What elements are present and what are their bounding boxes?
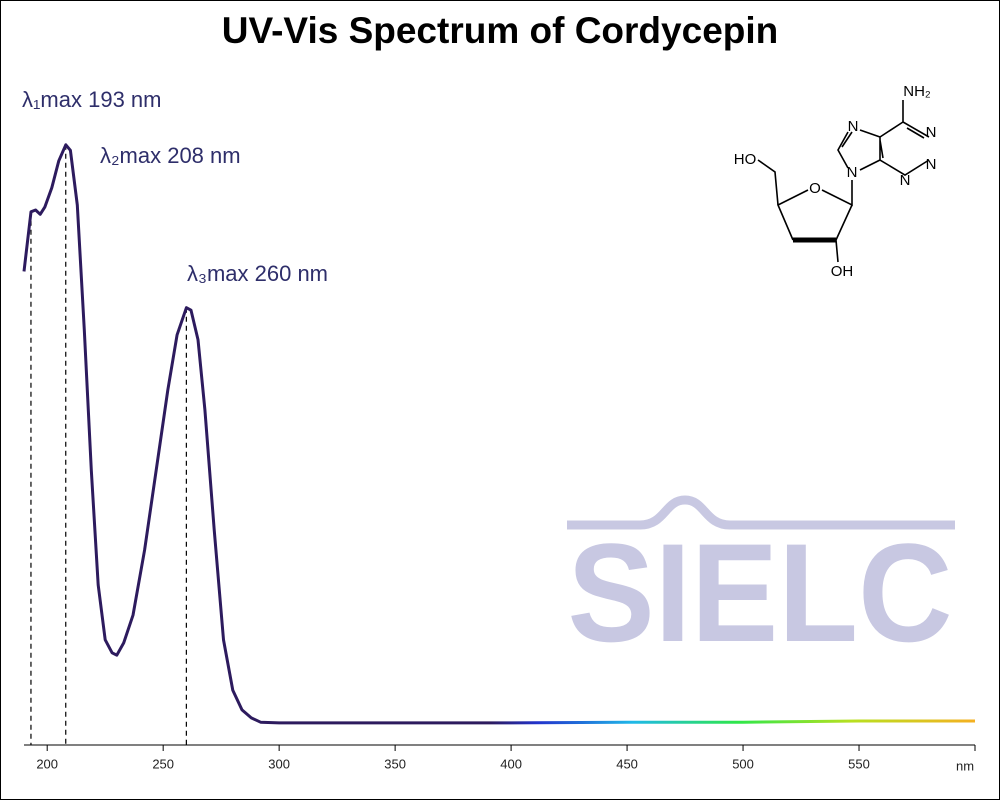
peak-label: λ₂max 208 nm <box>100 143 241 168</box>
atom-label: NH₂ <box>903 83 931 100</box>
atom-label: O <box>809 180 821 197</box>
x-tick-label: 250 <box>152 756 174 771</box>
x-tick-label: 450 <box>616 756 638 771</box>
x-tick-label: 300 <box>268 756 290 771</box>
x-tick-label: 500 <box>732 756 754 771</box>
watermark: SIELC <box>567 495 955 671</box>
x-tick-label: 200 <box>36 756 58 771</box>
atom-label: N <box>848 118 859 135</box>
atom-label: OH <box>831 263 854 280</box>
x-tick-label: 400 <box>500 756 522 771</box>
peak-label: λ₁max 193 nm <box>22 87 161 112</box>
ring-bonds <box>837 100 930 176</box>
atom-label: N <box>926 124 937 141</box>
atom-label: N <box>900 172 911 189</box>
peak-label: λ₃max 260 nm <box>187 261 328 286</box>
x-tick-label: 550 <box>848 756 870 771</box>
spectrum-line <box>22 143 975 725</box>
atom-label: N <box>926 156 937 173</box>
x-tick-label: nm <box>956 758 974 773</box>
chart-title: UV-Vis Spectrum of Cordycepin <box>222 10 779 51</box>
structure <box>757 100 930 263</box>
atom-label: N <box>847 164 858 181</box>
watermark-text: SIELC <box>568 514 953 671</box>
atom-label: HO <box>734 151 757 168</box>
sugar-bonds <box>757 159 853 263</box>
watermark-swoosh <box>567 495 955 530</box>
x-tick-label: 350 <box>384 756 406 771</box>
